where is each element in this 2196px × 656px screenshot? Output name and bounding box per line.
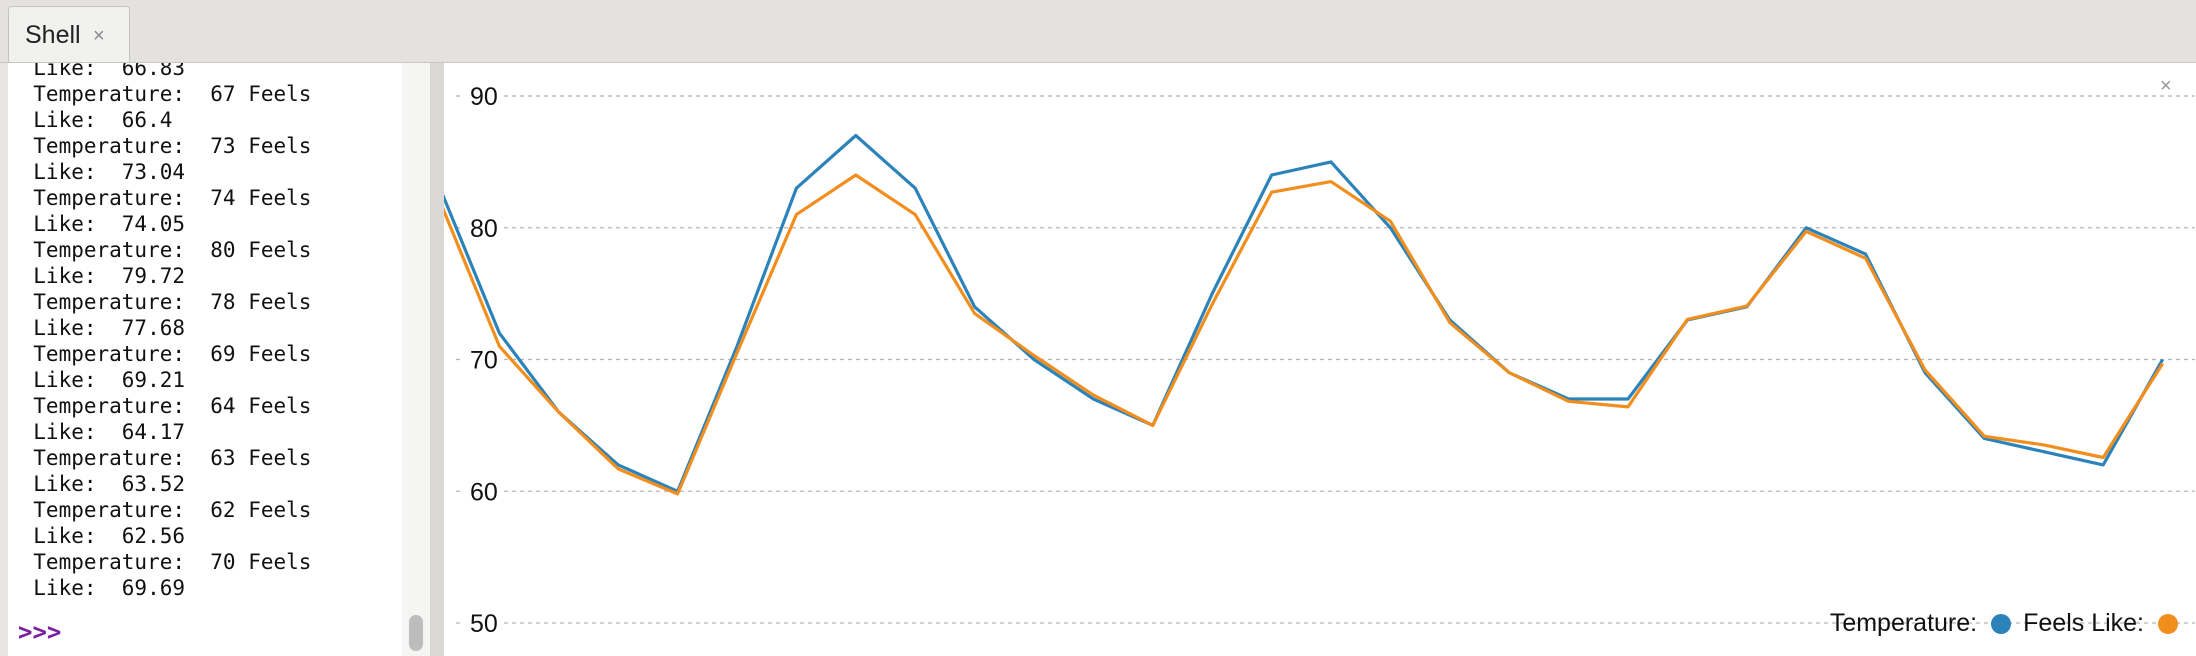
pane-divider[interactable]	[430, 63, 444, 656]
tab-shell-label: Shell	[25, 21, 81, 49]
shell-line: Temperature: 67 Feels	[8, 82, 312, 106]
y-tick-label: 50	[470, 610, 498, 638]
shell-line: Like: 63.52	[8, 472, 186, 496]
legend-dot-temperature-icon	[1991, 613, 2012, 634]
y-tick-label: 80	[470, 215, 498, 243]
tab-bar: Shell ×	[0, 0, 2196, 63]
series-line-feels-like	[444, 173, 2164, 496]
shell-line: Temperature: 80 Feels	[8, 238, 312, 262]
y-tick-label: 70	[470, 347, 498, 375]
y-tick-label-background	[462, 609, 504, 637]
y-tick-label-background	[462, 213, 504, 242]
y-tick-label: 60	[470, 478, 498, 506]
legend-dot-feels-like-icon	[2158, 613, 2178, 634]
plotter-panel: 90 80 70 60 50 × Temperature: Feels Like:	[444, 63, 2196, 656]
shell-line: Like: 64.17	[8, 420, 186, 444]
shell-line: Like: 79.72	[8, 264, 186, 288]
shell-line: Temperature: 78 Feels	[8, 290, 312, 314]
shell-line: Temperature: 70 Feels	[8, 550, 312, 574]
shell-scrollbar[interactable]	[402, 63, 430, 656]
shell-prompt[interactable]: >>>	[18, 618, 62, 646]
shell-line: Temperature: 64 Feels	[8, 394, 312, 418]
legend-label-temperature: Temperature:	[1829, 609, 1978, 637]
legend-label-feels-like: Feels Like:	[2023, 609, 2144, 637]
shell-line: Like: 62.56	[8, 524, 186, 548]
shell-line: Like: 66.83	[8, 63, 186, 80]
shell-line: Like: 77.68	[8, 316, 186, 340]
y-tick-label: 90	[470, 83, 498, 111]
shell-line: Temperature: 63 Feels	[8, 446, 312, 470]
chart-legend: Temperature: Feels Like:	[1830, 609, 2178, 638]
plotter-close-icon[interactable]: ×	[2160, 75, 2172, 97]
y-tick-label-background	[462, 82, 504, 110]
shell-line: Like: 74.05	[8, 212, 186, 236]
shell-line: Like: 66.4	[8, 108, 173, 132]
plotter-chart: 90 80 70 60 50	[444, 82, 2195, 638]
shell-line: Temperature: 73 Feels	[8, 134, 312, 158]
tab-shell[interactable]: Shell ×	[8, 6, 130, 62]
shell-line: Temperature: 69 Feels	[8, 342, 312, 366]
y-tick-label-background	[462, 477, 504, 506]
tab-close-icon[interactable]: ×	[93, 25, 105, 47]
shell-line: Like: 69.69	[8, 576, 186, 600]
shell-output-text: Like: 66.83 Temperature: 67 Feels Like: …	[8, 63, 402, 601]
shell-output[interactable]: Like: 66.83 Temperature: 67 Feels Like: …	[8, 63, 402, 656]
shell-line: Like: 73.04	[8, 160, 186, 184]
shell-scrollbar-thumb[interactable]	[409, 615, 423, 651]
y-tick-label-background	[462, 345, 504, 374]
shell-line: Temperature: 62 Feels	[8, 498, 312, 522]
shell-line: Like: 69.21	[8, 368, 186, 392]
shell-line: Temperature: 74 Feels	[8, 186, 312, 210]
